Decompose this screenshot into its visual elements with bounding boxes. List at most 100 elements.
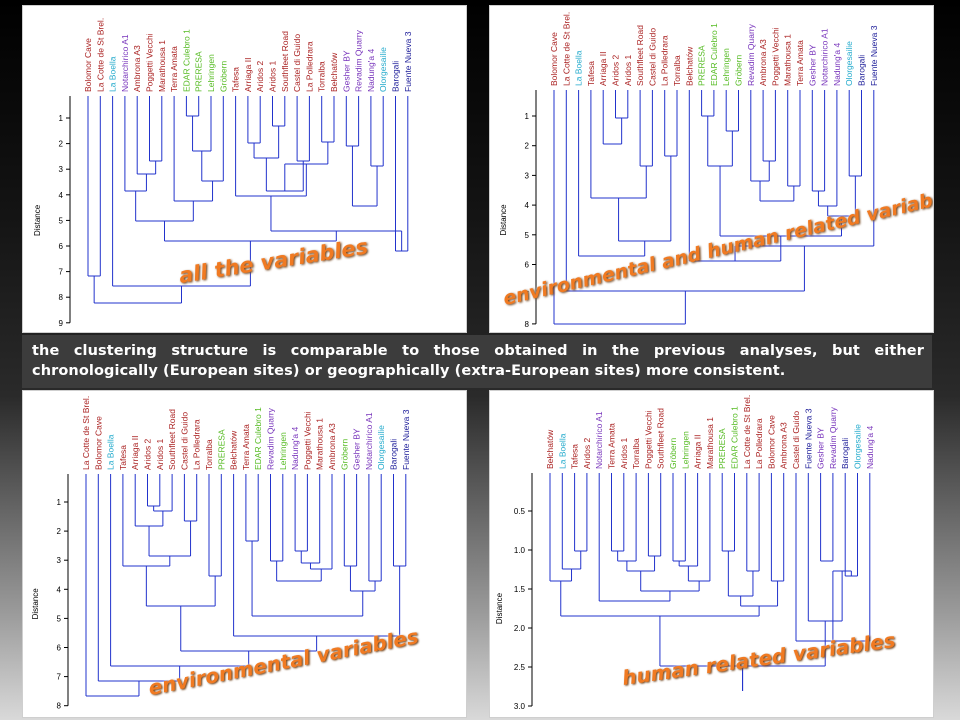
- leaf-label: Marathousa 1: [157, 40, 167, 92]
- leaf-label: Gröbern: [668, 438, 678, 469]
- leaf-label: Olorgesailie: [853, 424, 863, 469]
- y-tick-label: 2: [525, 142, 530, 151]
- leaf-label: Bełchatów: [684, 46, 694, 86]
- leaf-label: Notarchirico A1: [364, 412, 374, 470]
- leaf-label: Bełchatów: [229, 430, 239, 470]
- leaf-label: Notarchirico A1: [594, 411, 604, 469]
- leaf-label: Tafesa: [586, 61, 596, 86]
- leaf-label: Ambrona A3: [132, 45, 142, 92]
- leaf-label: Fuente Nueva 3: [401, 409, 411, 470]
- leaf-label: EDAR Culebro 1: [181, 29, 191, 92]
- leaf-label: Bolomor Cave: [549, 32, 559, 86]
- leaf-label: PRERESA: [216, 429, 226, 470]
- leaf-label: Arriaga II: [243, 58, 253, 93]
- y-tick-label: 7: [59, 268, 64, 277]
- leaf-label: PRERESA: [697, 45, 707, 86]
- leaf-label: La Polledrara: [304, 41, 314, 92]
- leaf-label: La Polledrara: [754, 418, 764, 469]
- leaf-label: Torralba: [317, 61, 327, 92]
- leaf-label: La Boella: [106, 434, 116, 470]
- y-tick-label: 2.0: [514, 624, 526, 633]
- leaf-label: Barogali: [389, 439, 399, 470]
- leaf-label: Southfleet Road: [167, 409, 177, 470]
- y-axis-title: Distance: [33, 204, 42, 236]
- dendrogram-links: [549, 473, 871, 691]
- leaf-label: La Polledrara: [192, 419, 202, 470]
- leaf-label: Terra Amata: [169, 46, 179, 92]
- leaf-label: Ambrona A3: [779, 422, 789, 469]
- leaf-label: Aridos 2: [255, 61, 265, 92]
- leaf-label: Arriaga II: [598, 52, 608, 87]
- y-tick-label: 3: [59, 165, 64, 174]
- leaf-label: Marathousa 1: [705, 417, 715, 469]
- y-tick-label: 2: [59, 140, 64, 149]
- leaf-label: Barogali: [840, 438, 850, 469]
- y-tick-label: 6: [525, 261, 530, 270]
- leaf-label: Olorgesailie: [844, 41, 854, 86]
- leaf-label: Aridos 1: [619, 438, 629, 469]
- leaf-label: Tafesa: [570, 444, 580, 469]
- leaf-label: EDAR Culebro 1: [253, 407, 263, 470]
- leaf-label: Notarchirico A1: [120, 34, 130, 92]
- leaf-label: Barogali: [391, 61, 401, 92]
- leaf-label: Terra Amata: [795, 40, 805, 86]
- y-axis-title: Distance: [31, 588, 40, 620]
- leaf-label: Nadung'a 4: [290, 427, 300, 470]
- leaf-label: Barogali: [857, 55, 867, 86]
- leaf-label: Fuente Nueva 3: [803, 408, 813, 469]
- dendrogram-panel-all-variables: 1 2 3 4 5 6 7 8 9 Distance Bolomor Cave La Cotte de…: [22, 5, 467, 333]
- leaf-label: Notarchirico A1: [820, 28, 830, 86]
- leaf-label: Southfleet Road: [280, 31, 290, 92]
- y-tick-label: 8: [59, 293, 64, 302]
- leaf-label: Torralba: [672, 55, 682, 86]
- leaf-label: Ambrona A3: [327, 423, 337, 470]
- leaf-label: Bolomor Cave: [93, 416, 103, 470]
- leaf-label: Gesher BY: [341, 50, 351, 92]
- leaf-label: Ambrona A3: [758, 39, 768, 86]
- leaf-label: Revadim Quarry: [266, 407, 276, 470]
- dendrogram-panel-env-human-variables: 1 2 3 4 5 6 7 8 Distance Bolomor Cave La Cotte de …: [489, 5, 934, 333]
- leaf-label: La Boella: [574, 50, 584, 86]
- leaf-label: Aridos 1: [155, 439, 165, 470]
- y-tick-label: 3: [57, 556, 62, 565]
- y-tick-label: 9: [59, 319, 64, 328]
- leaf-label: Marathousa 1: [315, 418, 325, 470]
- y-tick-label: 1: [59, 114, 64, 123]
- leaf-label: Castel di Guido: [292, 34, 302, 92]
- dendrogram-svg-all: 1 2 3 4 5 6 7 8 9 Distance Bolomor Cave La Cotte de…: [33, 18, 413, 328]
- leaf-label: Torralba: [631, 438, 641, 469]
- leaf-label: Revadim Quarry: [746, 23, 756, 86]
- y-tick-label: 8: [57, 702, 62, 711]
- dendrogram-panel-human-variables: 0.5 1.0 1.5 2.0 2.5 3.0 Distance Bełchatów La Bo…: [489, 390, 934, 718]
- leaf-label: Gesher BY: [352, 428, 362, 470]
- leaf-label: La Cotte de St Brel.: [81, 396, 91, 470]
- leaf-label: Nadung'a 4: [832, 43, 842, 86]
- leaf-label: Gröbern: [734, 55, 744, 86]
- y-tick-label: 6: [57, 644, 62, 653]
- leaf-label: Olorgesailie: [378, 47, 388, 92]
- leaf-label: Lehringen: [721, 48, 731, 86]
- y-tick-label: 7: [57, 673, 62, 682]
- y-tick-label: 1: [57, 498, 62, 507]
- leaf-label: Lehringen: [278, 432, 288, 470]
- dendrogram-svg-env: 1 2 3 4 5 6 7 8 Distance La Cotte de St Brel. Bolo…: [31, 396, 411, 711]
- leaf-label: Arriaga II: [693, 435, 703, 470]
- leaf-label: Poggetti Vecchi: [302, 411, 312, 470]
- y-tick-label: 0.5: [514, 507, 526, 516]
- dendrogram-links: [553, 90, 875, 325]
- y-axis-title: Distance: [499, 204, 508, 236]
- leaf-label: Bełchatów: [329, 52, 339, 92]
- leaf-label: Bolomor Cave: [83, 38, 93, 92]
- y-tick-label: 5: [525, 231, 530, 240]
- leaf-label: Aridos 1: [623, 55, 633, 86]
- leaf-label: Nadung'a 4: [865, 426, 875, 469]
- leaf-label: Revadim Quarry: [828, 406, 838, 469]
- leaf-label: Castel di Guido: [179, 412, 189, 470]
- leaf-label: Marathousa 1: [783, 34, 793, 86]
- leaf-label: La Boella: [108, 56, 118, 92]
- leaf-label: Tafesa: [118, 445, 128, 470]
- leaf-label: Arriaga II: [130, 436, 140, 471]
- y-tick-label: 5: [59, 216, 64, 225]
- leaf-label: Fuente Nueva 3: [869, 25, 879, 86]
- y-tick-label: 4: [59, 191, 64, 200]
